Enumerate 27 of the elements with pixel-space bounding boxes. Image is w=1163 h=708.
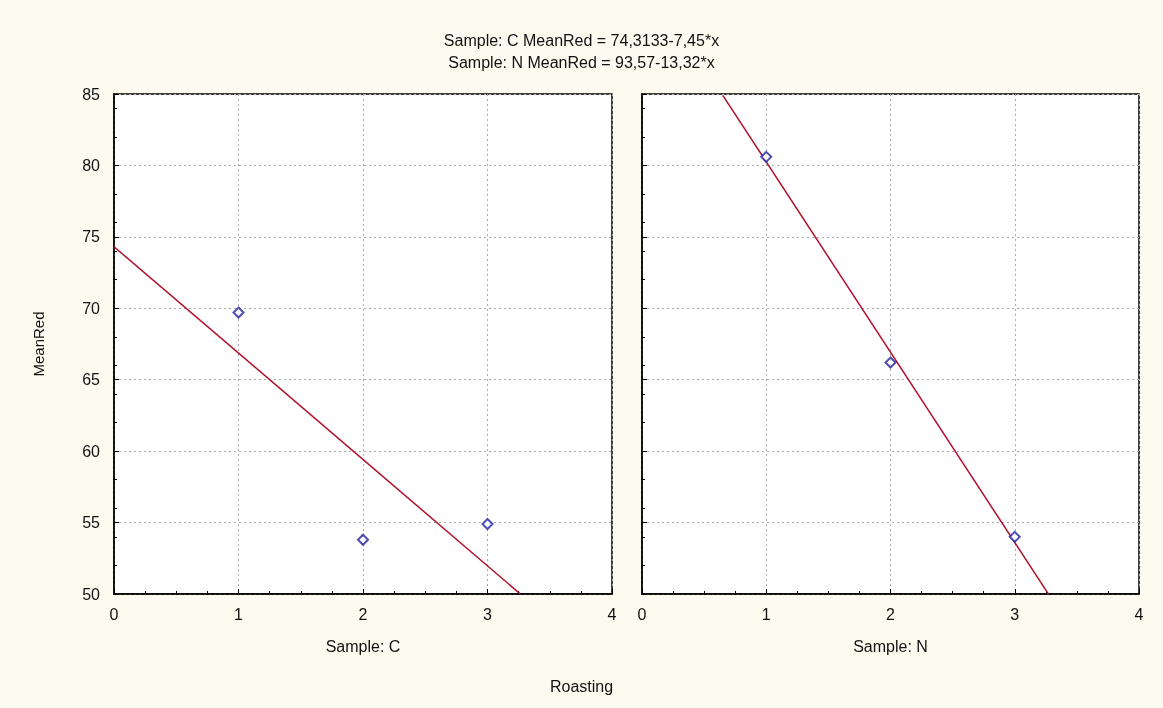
x-tick-label: 2 [886, 605, 896, 623]
y-tick-label: 65 [82, 371, 101, 389]
text: Roasting [548, 678, 615, 696]
x-tick-label: 0 [637, 605, 647, 623]
point [481, 518, 494, 530]
y-axis-title: MeanRed [30, 311, 47, 377]
point [357, 533, 369, 546]
point [232, 306, 245, 319]
y-tick-label: 55 [82, 514, 101, 532]
chart-title: Sample: C MeanRed = 74,3133-7,45*x [442, 31, 721, 51]
x-tick-label: 0 [109, 605, 119, 623]
y-tick-label: 75 [82, 228, 101, 246]
x-axis-title: Sample: C [325, 637, 401, 655]
x-tick-label: 1 [761, 605, 771, 623]
x-tick-label: 2 [358, 605, 368, 623]
chart-title: Sample: N MeanRed = 93,57-13,32*x [447, 53, 716, 73]
x-tick-label: 4 [607, 605, 617, 623]
y-tick-label: 80 [82, 156, 101, 174]
x-axis-title: Sample: N [853, 637, 928, 655]
y-tick-label: 85 [82, 85, 101, 103]
x-tick-label: 3 [1010, 605, 1020, 623]
y-tick-label: 50 [82, 585, 101, 603]
x-tick-label: 1 [234, 605, 244, 623]
x-tick-label: 4 [1134, 605, 1144, 623]
y-tick-label: 70 [82, 299, 101, 317]
x-tick-label: 3 [483, 605, 493, 623]
y-tick-label: 60 [82, 442, 101, 460]
